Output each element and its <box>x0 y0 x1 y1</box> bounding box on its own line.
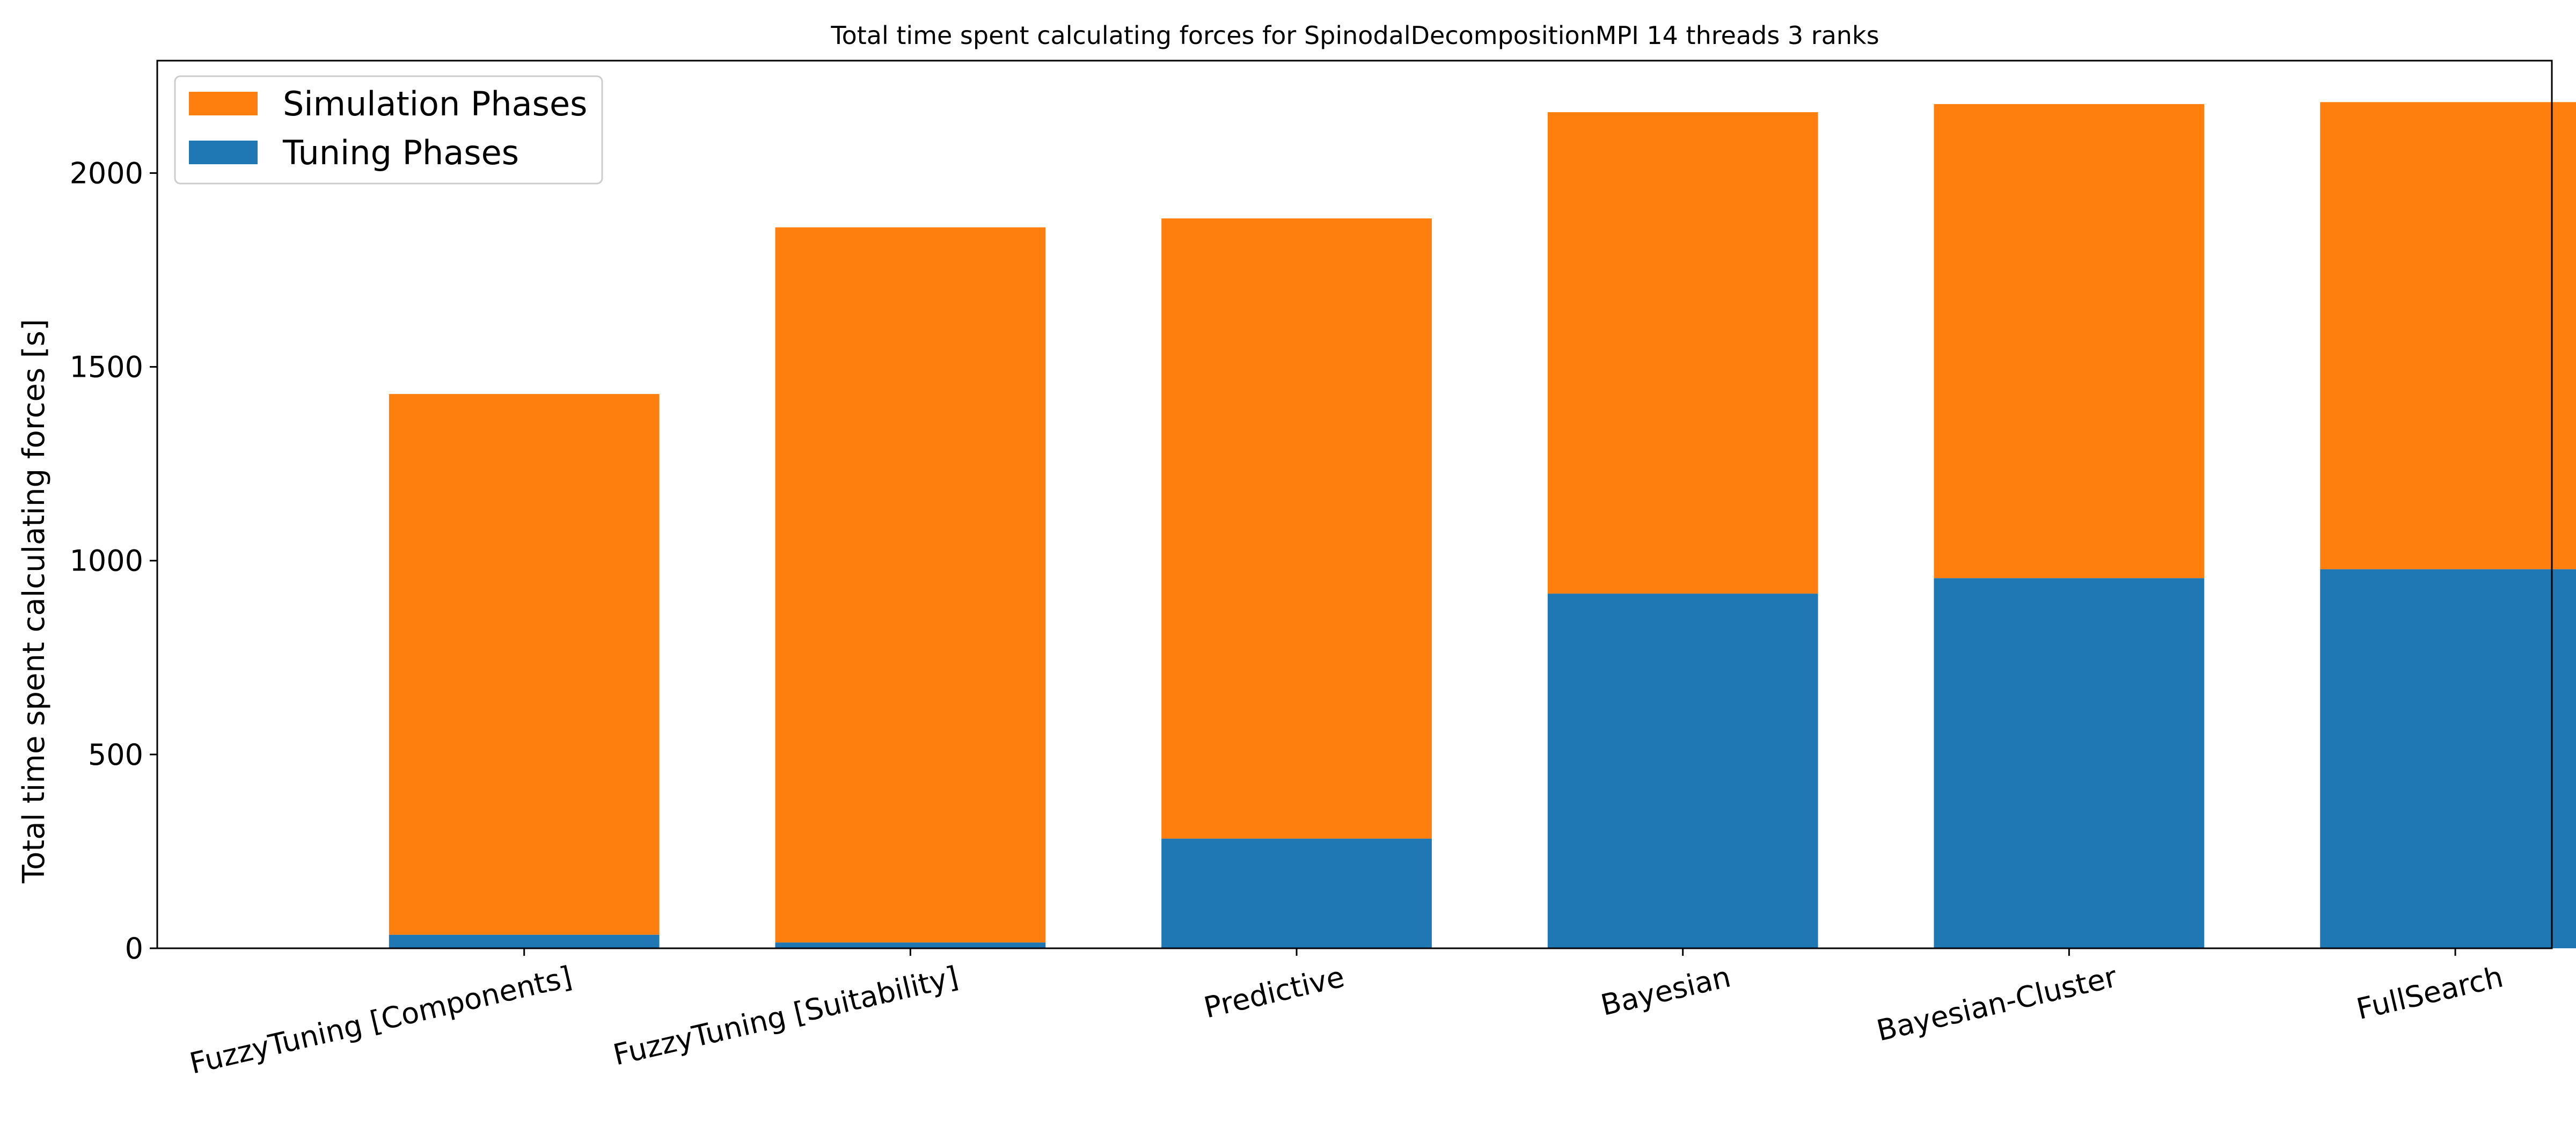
y-tick-label: 1000 <box>70 544 143 578</box>
bar-simulation-phases-2 <box>1161 218 1432 839</box>
bar-simulation-phases-5 <box>2320 102 2576 569</box>
bar-tuning-phases-2 <box>1161 838 1432 948</box>
legend-label-tuning-phases: Tuning Phases <box>282 133 519 172</box>
legend-swatch-simulation-phases <box>189 92 258 115</box>
bar-simulation-phases-4 <box>1934 104 2205 579</box>
bar-simulation-phases-0 <box>389 394 660 935</box>
x-tick-label: FullSearch <box>2353 960 2506 1026</box>
y-tick-label: 500 <box>88 738 143 772</box>
legend-box <box>174 75 603 185</box>
y-axis-label: Total time spent calculating forces [s] <box>17 319 52 883</box>
plot-frame <box>156 60 2553 949</box>
bar-tuning-phases-4 <box>1934 578 2205 948</box>
y-tick-label: 0 <box>125 932 143 965</box>
x-tick-label: FuzzyTuning [Components] <box>186 960 575 1080</box>
x-tick-label: Bayesian-Cluster <box>1874 960 2120 1048</box>
bar-tuning-phases-5 <box>2320 569 2576 948</box>
bars-group <box>389 102 2576 948</box>
legend-swatch-tuning-phases <box>189 141 258 164</box>
legend: Simulation Phases Tuning Phases <box>174 75 603 185</box>
bar-simulation-phases-3 <box>1547 112 1818 594</box>
bar-tuning-phases-1 <box>775 942 1046 948</box>
chart-title: Total time spent calculating forces for … <box>830 21 1879 50</box>
x-tick-label: Predictive <box>1201 960 1348 1024</box>
y-axis: 0 500 1000 1500 2000 <box>70 156 157 965</box>
y-tick-label: 2000 <box>70 156 143 190</box>
bar-tuning-phases-0 <box>389 934 660 948</box>
bar-simulation-phases-1 <box>775 227 1046 943</box>
x-axis: FuzzyTuning [Components] FuzzyTuning [Sui… <box>186 948 2506 1081</box>
y-tick-label: 1500 <box>70 350 143 384</box>
legend-label-simulation-phases: Simulation Phases <box>283 84 587 123</box>
bar-tuning-phases-3 <box>1547 594 1818 948</box>
x-tick-label: FuzzyTuning [Suitability] <box>610 960 962 1072</box>
x-tick-label: Bayesian <box>1598 960 1734 1022</box>
